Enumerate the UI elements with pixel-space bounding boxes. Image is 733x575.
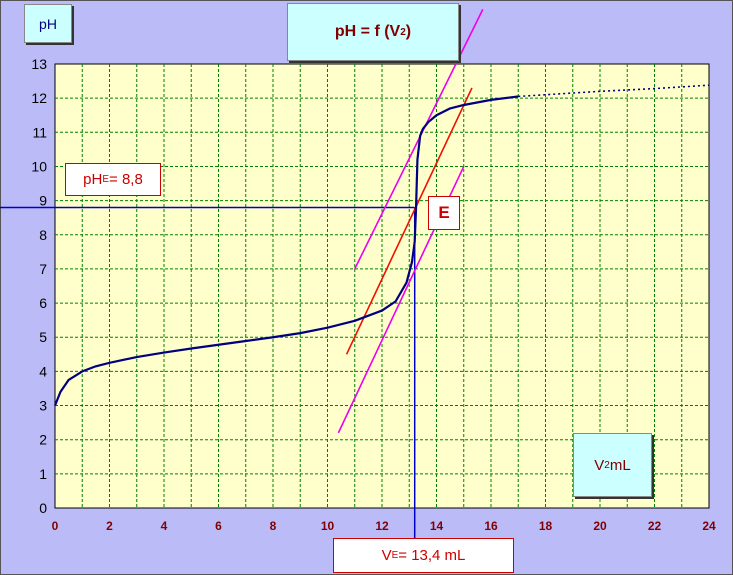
e-point-text: E [438,203,450,222]
y-tick-label: 5 [39,329,47,345]
y-tick-label: 1 [39,466,47,482]
tangent-middle-line [345,87,473,355]
titration-curve [53,95,519,406]
equivalence-guides [0,206,416,538]
v-e-value: = 13,4 mL [398,547,466,564]
y-tick-label: 2 [39,432,47,448]
y-tick-label: 0 [39,500,47,516]
y-axis-label: pH [24,4,72,43]
x-tick-label: 16 [484,519,498,533]
y-tick-label: 11 [32,124,47,140]
x-tick-label: 8 [270,519,277,533]
v-e-sub: E [391,550,399,561]
ph-e-value: = 8,8 [109,171,143,188]
y-tick-label: 7 [39,261,47,277]
x-axis-label-end: mL [609,456,631,474]
y-tick-label: 10 [31,158,47,174]
ph-e-sub: E [102,174,110,185]
x-tick-label: 20 [593,519,607,533]
x-tick-label: 12 [375,519,389,533]
chart-title-text: pH = f (V [334,23,401,40]
x-tick-label: 4 [161,519,168,533]
y-tick-label: 13 [31,56,47,72]
ph-e-main: pH [83,171,103,188]
chart-title: pH = f (V 2 ) [287,3,459,61]
chart-title-end: ) [405,23,412,40]
x-axis-label-main: V [594,456,605,474]
x-tick-label: 0 [52,519,59,533]
y-tick-label: 4 [39,363,47,379]
x-tick-label: 18 [539,519,553,533]
x-axis-label-sub: 2 [604,459,610,471]
x-tick-label: 24 [702,519,716,533]
y-tick-label: 8 [39,227,47,243]
y-axis-label-text: pH [39,15,57,32]
equivalence-point-label: E [428,196,460,230]
y-tick-label: 9 [39,193,47,209]
titration-curve-extension [518,84,710,98]
v-e-main: V [381,547,392,564]
x-tick-label: 10 [321,519,335,533]
x-tick-labels: 0 2 4 6 8 10 12 14 16 18 20 22 24 [52,519,716,533]
y-tick-label: 6 [39,295,47,311]
x-tick-label: 6 [215,519,222,533]
x-tick-label: 14 [430,519,444,533]
ph-equivalence-label: pH E = 8,8 [65,163,161,196]
series [53,84,710,406]
y-tick-label: 3 [39,398,47,414]
y-tick-label: 12 [31,90,47,106]
x-tick-label: 2 [106,519,113,533]
chart-title-sub: 2 [400,26,406,38]
x-tick-label: 22 [648,519,662,533]
